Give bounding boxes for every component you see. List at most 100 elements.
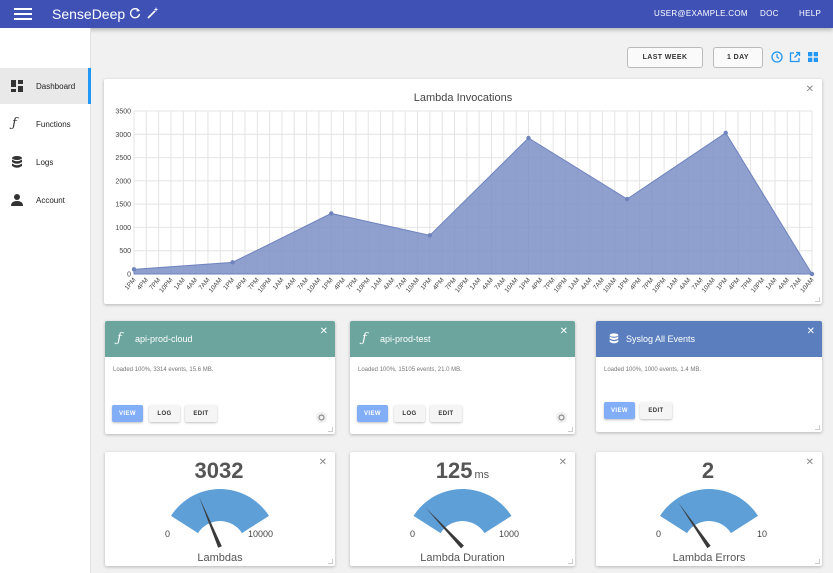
- sidebar-item-logs[interactable]: Logs: [0, 144, 91, 180]
- data-point[interactable]: [329, 211, 334, 216]
- help-link[interactable]: HELP: [799, 9, 822, 18]
- gauge-card-lambda-errors: 2 ✕ 0 10 Lambda Errors: [596, 452, 822, 566]
- gauge-max: 1000: [499, 529, 520, 539]
- edit-button[interactable]: EDIT: [185, 405, 217, 422]
- doc-link[interactable]: DOC: [760, 9, 779, 18]
- gauge-value: 3032: [105, 458, 335, 484]
- x-tick-label: 10PM: [750, 277, 766, 295]
- x-tick-label: 1PM: [124, 277, 138, 292]
- sidebar-item-dashboard[interactable]: Dashboard: [0, 68, 91, 104]
- view-button[interactable]: VIEW: [112, 405, 143, 422]
- sidebar-item-label: Functions: [36, 119, 71, 129]
- x-tick-label: 4PM: [235, 277, 249, 292]
- close-icon[interactable]: ✕: [318, 457, 327, 468]
- close-icon[interactable]: ✕: [559, 326, 568, 337]
- data-point[interactable]: [230, 260, 235, 265]
- view-button[interactable]: VIEW: [604, 402, 635, 419]
- y-tick-label: 3500: [115, 109, 131, 116]
- x-tick-label: 10AM: [503, 277, 519, 295]
- x-tick-label: 1PM: [222, 277, 236, 292]
- data-point[interactable]: [427, 233, 433, 238]
- x-tick-label: 1PM: [715, 277, 729, 292]
- resize-handle[interactable]: [568, 559, 573, 564]
- gauge-dial: [413, 489, 512, 549]
- gauge-arc: [413, 489, 512, 534]
- x-tick-label: 10PM: [553, 277, 569, 295]
- data-point[interactable]: [723, 130, 728, 136]
- x-tick-label: 4AM: [481, 277, 495, 292]
- grid-view-icon[interactable]: [807, 51, 819, 63]
- sync-icon[interactable]: [316, 412, 327, 423]
- service-status: Loaded 100%, 3314 events, 15.6 MB.: [113, 367, 214, 373]
- y-tick-label: 500: [119, 248, 131, 255]
- resize-handle[interactable]: [328, 559, 333, 564]
- x-tick-label: 4PM: [333, 277, 347, 292]
- view-button[interactable]: VIEW: [357, 405, 388, 422]
- resize-handle[interactable]: [328, 427, 333, 432]
- gauge-arc: [660, 489, 758, 534]
- service-card-header: Syslog All Events ✕: [596, 321, 822, 357]
- sidebar-item-label: Account: [36, 195, 65, 205]
- x-tick-label: 10PM: [257, 277, 273, 295]
- x-tick-label: 10AM: [701, 277, 717, 295]
- edit-button[interactable]: EDIT: [640, 402, 672, 419]
- data-point[interactable]: [809, 271, 815, 277]
- x-tick-label: 1AM: [765, 277, 779, 292]
- resize-handle[interactable]: [815, 425, 820, 430]
- open-in-new-icon[interactable]: [789, 51, 801, 63]
- resize-handle[interactable]: [568, 427, 573, 432]
- person-icon: [11, 194, 23, 206]
- resize-handle[interactable]: [815, 559, 820, 564]
- clock-icon[interactable]: [771, 51, 783, 63]
- sidebar-item-account[interactable]: Account: [0, 182, 91, 218]
- gauge-card-lambda-duration: 125 ms ✕ 0 1000 Lambda Duration: [350, 452, 575, 566]
- service-status: Loaded 100%, 1000 events, 1.4 MB.: [604, 367, 702, 373]
- service-card-syslog-all-events[interactable]: Syslog All Events ✕ Loaded 100%, 1000 ev…: [596, 321, 822, 432]
- refresh-icon[interactable]: [128, 6, 142, 20]
- gauge-min: 0: [656, 529, 662, 539]
- x-tick-label: 10AM: [208, 277, 224, 295]
- dashboard-icon: [11, 80, 23, 92]
- x-tick-label: 10AM: [405, 277, 421, 295]
- close-icon[interactable]: ✕: [805, 457, 814, 468]
- gauge-unit: ms: [474, 469, 490, 481]
- edit-button[interactable]: EDIT: [430, 405, 462, 422]
- data-point[interactable]: [624, 196, 630, 202]
- service-card-api-prod-test[interactable]: ƒ api-prod-test ✕ Loaded 100%, 15105 eve…: [350, 321, 575, 434]
- close-icon[interactable]: ✕: [806, 326, 815, 337]
- x-tick-label: 4PM: [136, 277, 150, 292]
- sidebar: Dashboard ƒ Functions Logs Account: [0, 28, 91, 573]
- service-card-api-prod-cloud[interactable]: ƒ api-prod-cloud ✕ Loaded 100%, 3314 eve…: [105, 321, 335, 434]
- gauge-needle: [678, 502, 711, 549]
- close-icon[interactable]: ✕: [558, 457, 567, 468]
- one-day-button[interactable]: 1 DAY: [713, 47, 763, 68]
- gauge-needle: [425, 507, 464, 549]
- y-tick-label: 0: [127, 272, 131, 279]
- service-name: Syslog All Events: [626, 334, 696, 344]
- gauge-label: Lambdas: [197, 552, 243, 564]
- gauge-needle: [199, 497, 222, 548]
- last-week-button[interactable]: LAST WEEK: [627, 47, 703, 68]
- data-point[interactable]: [131, 267, 137, 272]
- x-tick-label: 10AM: [306, 277, 322, 295]
- x-tick-label: 4AM: [185, 277, 199, 292]
- x-tick-label: 10AM: [799, 277, 815, 295]
- close-icon[interactable]: ✕: [319, 326, 328, 337]
- app-brand[interactable]: SenseDeep: [52, 6, 126, 22]
- data-point[interactable]: [526, 135, 531, 141]
- menu-icon[interactable]: [14, 6, 32, 22]
- resize-handle[interactable]: [815, 297, 820, 302]
- log-button[interactable]: LOG: [149, 405, 180, 422]
- user-menu[interactable]: USER@EXAMPLE.COM: [654, 9, 748, 18]
- y-tick-label: 1500: [115, 202, 131, 209]
- gauge-number: 3032: [194, 458, 244, 483]
- sidebar-item-functions[interactable]: ƒ Functions: [0, 106, 91, 142]
- x-tick-label: 1AM: [173, 277, 187, 292]
- sync-icon[interactable]: [556, 412, 567, 423]
- x-tick-label: 10PM: [158, 277, 174, 295]
- magic-wand-icon[interactable]: [146, 6, 160, 20]
- gauge-card-lambdas: 3032 ✕ 0 10000 Lambdas: [105, 452, 335, 566]
- close-icon[interactable]: ✕: [805, 84, 814, 95]
- log-button[interactable]: LOG: [394, 405, 425, 422]
